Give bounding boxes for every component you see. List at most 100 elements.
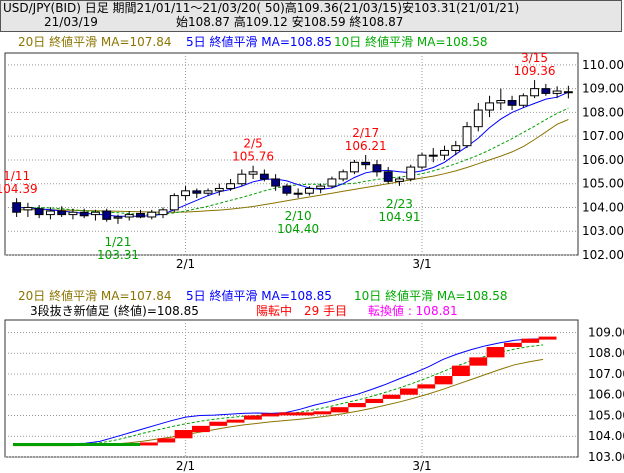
bottom-x-tick-label: 3/1 [412, 459, 431, 473]
candle-body [563, 91, 573, 94]
candle-body [473, 109, 483, 128]
annotation-value: 106.21 [345, 139, 387, 153]
newprice-brick [348, 403, 366, 408]
top-x-tick-label: 3/1 [412, 257, 431, 271]
candle-body [361, 161, 371, 166]
newprice-brick [244, 415, 262, 420]
candle-body [259, 173, 269, 180]
candle-body [316, 185, 326, 189]
newprice-brick [157, 438, 176, 443]
newprice-brick [209, 421, 228, 426]
candle-body [440, 149, 449, 156]
annotation-date: 2/23 [386, 197, 413, 211]
annotation-value: 109.36 [514, 64, 556, 78]
annotation-date: 1/11 [3, 169, 30, 183]
newprice-brick [417, 384, 436, 389]
newprice-info-reversal: 転換値 : 108.81 [368, 304, 458, 318]
candle-body [338, 171, 348, 180]
candle-body [271, 178, 281, 187]
bottom-x-tick-label: 2/1 [176, 459, 195, 473]
candle-body [12, 202, 22, 213]
bottom-y-tick-label: 108.00 [588, 346, 624, 360]
candle-body [169, 195, 179, 211]
candle-body [293, 192, 303, 195]
candle-body [496, 100, 506, 104]
header-ohlc: 始108.87 高109.12 安108.59 終108.87 [176, 15, 404, 29]
candle-body [462, 126, 472, 147]
legend-bottom-ma5: 5日 終値平滑 MA=108.85 [186, 289, 332, 303]
candle-body [530, 88, 540, 97]
bottom-plot-frame [4, 319, 579, 458]
newprice-brick [313, 411, 332, 415]
candle-body [372, 164, 382, 173]
newprice-brick [140, 442, 158, 446]
candle-body [79, 211, 89, 217]
newprice-brick [174, 430, 193, 439]
candle-body [91, 211, 100, 216]
newprice-brick [521, 338, 540, 343]
newprice-brick [382, 394, 401, 399]
candle-body [395, 178, 404, 182]
annotation-date: 3/15 [521, 51, 548, 65]
annotation-date: 2/10 [285, 209, 312, 223]
newprice-brick [330, 407, 349, 413]
annotation-value: 105.76 [232, 150, 274, 164]
top-plot-frame [4, 52, 579, 256]
annotation-value: 104.40 [277, 222, 319, 236]
bottom-y-tick-label: 104.00 [588, 429, 624, 443]
top-y-tick-label: 106.00 [582, 153, 624, 167]
candle-body [181, 190, 190, 197]
candle-body [383, 171, 393, 182]
candle-body [485, 102, 494, 111]
newprice-brick [469, 357, 488, 366]
candle-body [23, 206, 33, 211]
header-title: USD/JPY(BID) 日足 期間21/01/11～21/03/20( 50)… [3, 1, 520, 15]
top-y-tick-label: 110.00 [582, 58, 624, 72]
candle-body [34, 208, 44, 216]
candle-body [552, 90, 562, 94]
candle-body [192, 190, 202, 194]
candle-body [226, 183, 236, 189]
candle-body [349, 161, 359, 173]
candle-body [417, 154, 427, 168]
candle-body [237, 173, 247, 185]
header-date: 21/03/19 [44, 15, 98, 29]
newprice-brick [504, 342, 522, 347]
candle-body [147, 211, 157, 218]
candle-body [113, 216, 123, 219]
newprice-brick [278, 412, 297, 416]
annotation-date: 2/17 [352, 126, 379, 140]
candle-body [451, 145, 461, 151]
candle-body [214, 187, 224, 192]
newprice-brick [296, 412, 314, 416]
top-y-tick-label: 108.00 [582, 105, 624, 119]
legend-top-ma20: 20日 終値平滑 MA=107.84 [18, 35, 172, 49]
top-y-tick-label: 105.00 [582, 177, 624, 191]
candle-body [102, 210, 112, 220]
newprice-brick [486, 346, 505, 358]
top-y-tick-label: 102.00 [582, 248, 624, 262]
newprice-brick [452, 365, 470, 377]
candle-body [68, 211, 78, 216]
candle-body [541, 88, 551, 94]
newprice-brick [261, 413, 280, 417]
newprice-info-status: 陽転中 29 手目 [256, 304, 348, 318]
newprice-brick [192, 425, 210, 433]
candle-body [304, 187, 314, 194]
annotation-date: 2/5 [243, 137, 262, 151]
legend-bottom-ma10: 10日 終値平滑 MA=108.58 [354, 289, 508, 303]
candle-body [327, 178, 337, 187]
top-x-tick-label: 2/1 [176, 257, 195, 271]
bottom-ma5-line [14, 338, 544, 445]
bottom-y-tick-label: 109.00 [588, 325, 624, 339]
candle-body [57, 210, 67, 216]
annotation-value: 104.91 [378, 210, 420, 224]
top-y-tick-label: 107.00 [582, 129, 624, 143]
bottom-y-tick-label: 105.00 [588, 408, 624, 422]
newprice-brick [538, 336, 557, 340]
newprice-info-value: 3段抜き新値足 (終値)=108.85 [30, 304, 199, 318]
legend-top-ma5: 5日 終値平滑 MA=108.85 [186, 35, 332, 49]
candle-body [507, 100, 517, 106]
bottom-y-tick-label: 106.00 [588, 388, 624, 402]
